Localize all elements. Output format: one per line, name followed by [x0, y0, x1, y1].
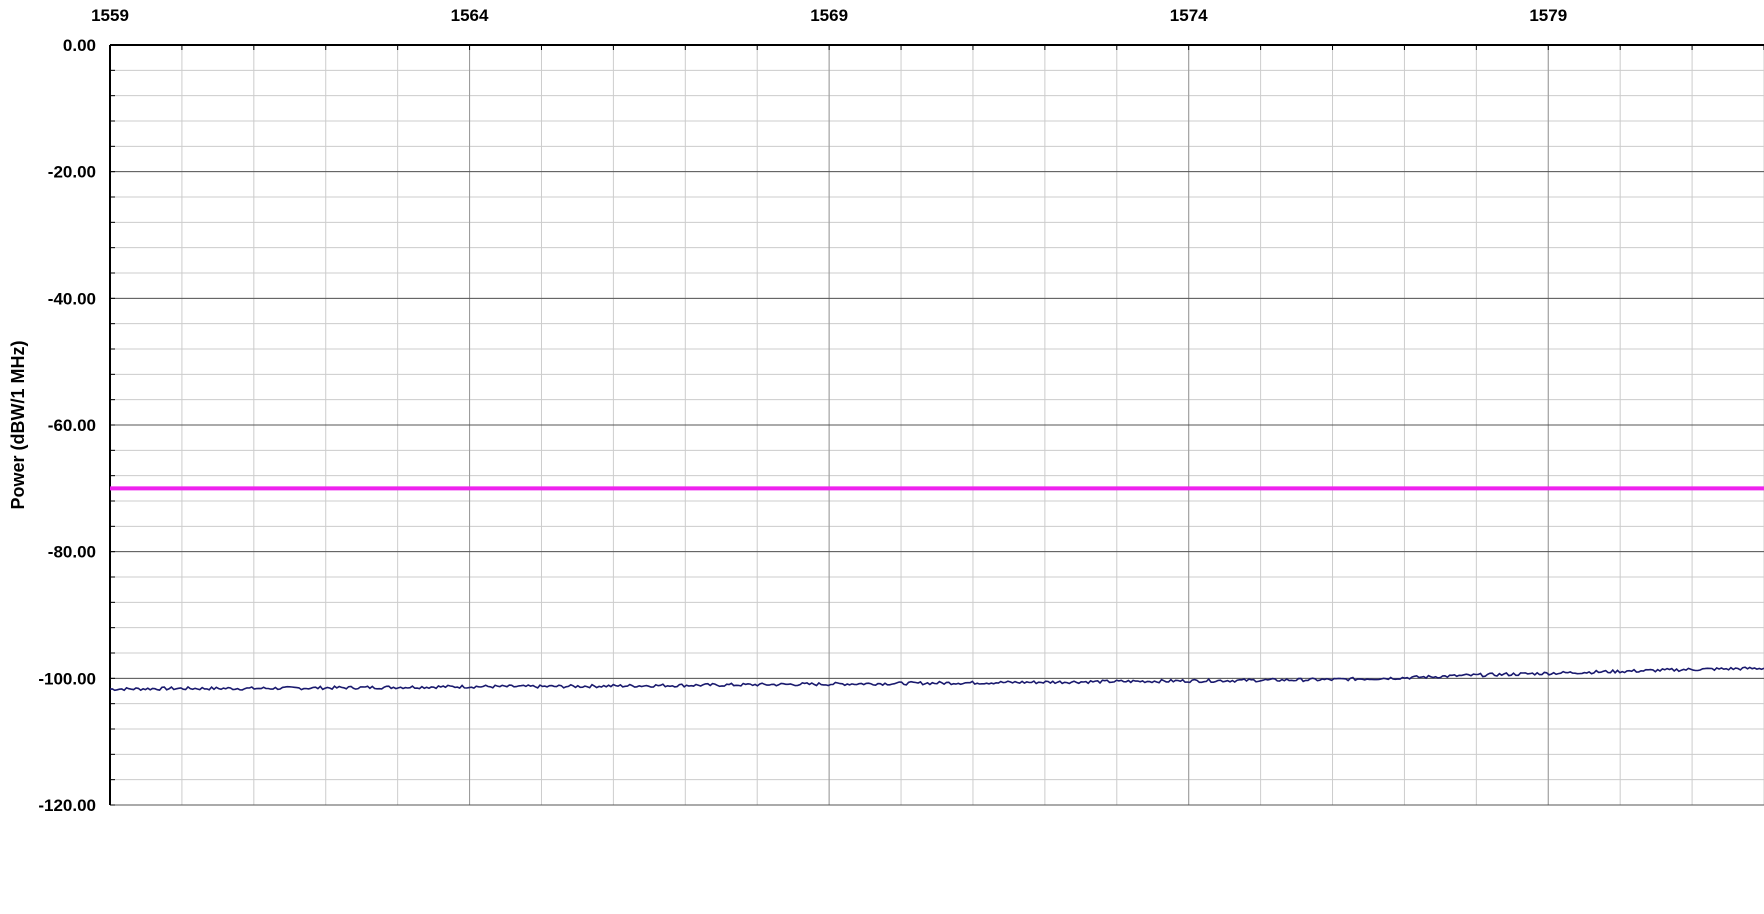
y-tick-label: -120.00: [38, 796, 96, 815]
y-tick-label: -60.00: [48, 416, 96, 435]
tick-labels: 1559 1564 1569 1574 1579 0.00 -20.00 -40.00 -60.…: [38, 6, 1567, 815]
y-tick-label: 0.00: [63, 36, 96, 55]
y-tick-label: -40.00: [48, 289, 96, 308]
axes: [109, 44, 1764, 806]
grid: [109, 44, 1764, 806]
y-tick-label: -20.00: [48, 163, 96, 182]
x-tick-label: 1564: [451, 6, 489, 25]
y-axis-title: Power (dBW/1 MHz): [8, 340, 28, 509]
x-tick-label: 1559: [91, 6, 129, 25]
y-tick-label: -80.00: [48, 543, 96, 562]
series: [109, 486, 1764, 692]
power-trace: [109, 666, 1764, 692]
x-tick-label: 1569: [810, 6, 848, 25]
x-tick-label: 1579: [1529, 6, 1567, 25]
x-tick-label: 1574: [1170, 6, 1208, 25]
y-tick-label: -100.00: [38, 669, 96, 688]
